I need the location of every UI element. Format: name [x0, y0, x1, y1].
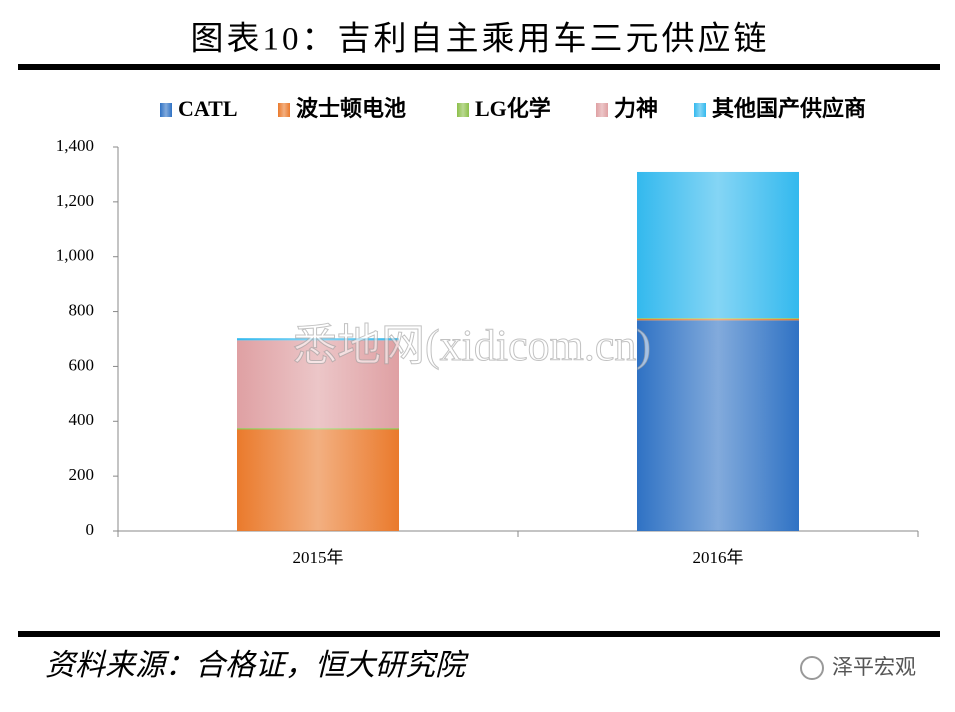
bar-segment	[237, 338, 399, 341]
legend-label: CATL	[178, 96, 238, 121]
y-tick-label: 1,400	[56, 136, 94, 155]
footer-rule	[18, 631, 940, 637]
bar-segment	[637, 318, 799, 321]
legend-swatch	[694, 103, 706, 117]
legend-label: 其他国产供应商	[712, 96, 866, 121]
bar-segment	[237, 428, 399, 430]
y-tick-label: 600	[69, 355, 95, 374]
y-tick-label: 800	[69, 300, 95, 319]
legend-label: 波士顿电池	[296, 96, 406, 121]
bar-segment	[637, 171, 799, 319]
legend-label: LG化学	[475, 96, 551, 121]
source-note: 资料来源：合格证，恒大研究院	[45, 649, 469, 682]
plot: 0 200 400 600 800 1,000 1,200 1,400 2015年 2016年	[56, 136, 919, 567]
legend-label: 力神	[614, 96, 658, 121]
x-tick-label: 2015年	[293, 548, 344, 567]
bar-segment	[637, 318, 799, 319]
brand: 泽平宏观	[832, 655, 916, 679]
bar-segment	[237, 340, 399, 429]
y-tick-label: 1,200	[56, 191, 94, 210]
y-tick-label: 200	[69, 465, 95, 484]
legend-swatch	[160, 103, 172, 117]
legend-swatch	[457, 103, 469, 117]
title-rule	[18, 64, 940, 70]
x-tick-label: 2016年	[693, 548, 744, 567]
brand-icon	[800, 656, 824, 680]
watermark: 悉地网(xidicom.cn)	[293, 321, 651, 370]
bar-segment	[637, 320, 799, 531]
legend-swatch	[278, 103, 290, 117]
y-tick-label: 400	[69, 410, 95, 429]
y-tick-label: 1,000	[56, 246, 94, 265]
legend-swatch	[596, 103, 608, 117]
y-tick-label: 0	[86, 520, 95, 539]
bar-segment	[237, 429, 399, 531]
chart-title: 图表10：吉利自主乘用车三元供应链	[191, 21, 770, 58]
